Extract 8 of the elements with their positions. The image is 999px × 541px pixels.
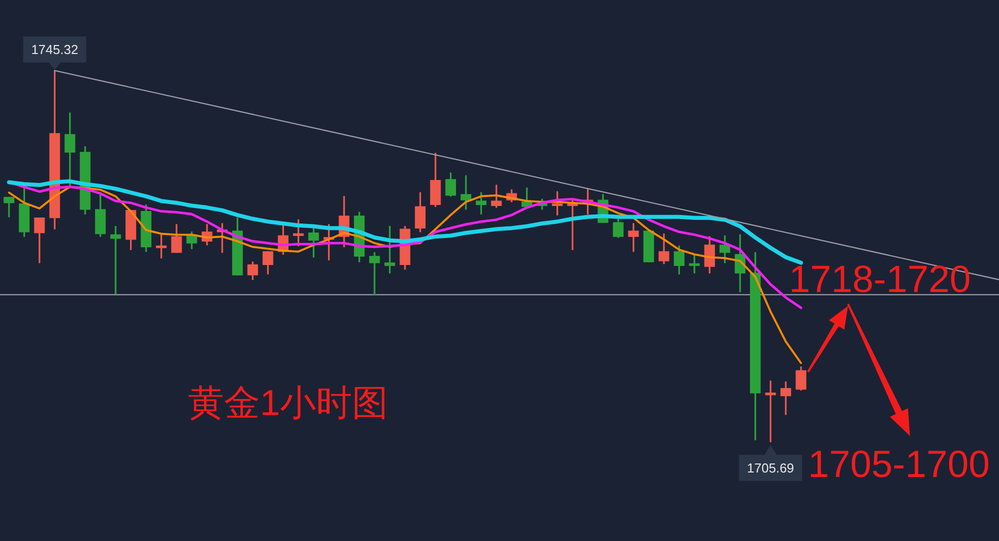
candlestick: [369, 252, 380, 295]
annotation: 1705.69: [747, 460, 794, 476]
text: 1705-1700: [808, 444, 990, 486]
annotation: 1718-1720: [789, 259, 971, 301]
candlestick: [765, 380, 776, 442]
candlestick: [628, 223, 639, 252]
annotation: 黄金1小时图: [188, 382, 388, 423]
annotation: 1745.32: [31, 42, 78, 58]
